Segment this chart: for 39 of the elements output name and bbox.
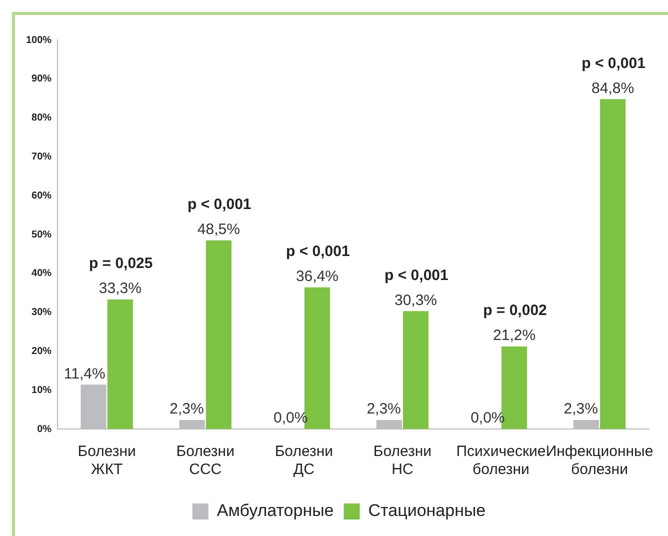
bar bbox=[600, 99, 626, 429]
x-tick-label: Болезни ССС bbox=[176, 443, 234, 478]
data-label: 36,4% bbox=[296, 268, 338, 286]
y-tick-label: 50% bbox=[32, 229, 52, 240]
bar bbox=[206, 240, 232, 429]
data-label: 2,3% bbox=[170, 400, 204, 418]
y-tick-label: 80% bbox=[32, 112, 52, 124]
legend-label: Стационарные bbox=[368, 501, 486, 520]
y-tick-label: 60% bbox=[32, 190, 52, 202]
data-label: 84,8% bbox=[592, 80, 634, 97]
x-tick-label: Болезни ЖКТ bbox=[78, 443, 136, 478]
data-label: 30,3% bbox=[394, 292, 438, 309]
x-tick-label: Болезни ДС bbox=[274, 443, 333, 478]
x-tick-label: Психические болезни bbox=[456, 443, 546, 478]
x-tick-label: Болезни НС bbox=[373, 443, 432, 478]
bar bbox=[402, 311, 429, 429]
data-label: 33,3% bbox=[98, 280, 142, 298]
data-label: 11,4% bbox=[64, 365, 106, 382]
x-tick-label: Инфекционные болезни bbox=[546, 443, 654, 478]
annotation: p < 0,001 bbox=[187, 196, 252, 213]
data-label: 48,5% bbox=[197, 220, 240, 238]
data-label: 21,2% bbox=[493, 327, 536, 344]
y-tick-label: 20% bbox=[32, 346, 52, 357]
annotation: p = 0,025 bbox=[88, 255, 153, 272]
y-tick-label: 100% bbox=[26, 34, 52, 46]
y-tick-label: 30% bbox=[32, 307, 52, 318]
annotation: p < 0,001 bbox=[286, 243, 350, 260]
y-tick-label: 90% bbox=[32, 74, 52, 85]
y-tick-label: 10% bbox=[32, 384, 52, 396]
annotation: p < 0,001 bbox=[582, 54, 646, 72]
bar bbox=[107, 299, 133, 429]
annotation: p = 0,002 bbox=[483, 302, 547, 320]
data-label: 2,3% bbox=[366, 400, 401, 418]
annotation: p < 0,001 bbox=[384, 266, 448, 284]
y-tick-label: 40% bbox=[32, 268, 52, 280]
legend-label: Амбулаторные bbox=[216, 501, 334, 520]
y-tick-label: 70% bbox=[32, 151, 52, 162]
y-tick-label: 0% bbox=[37, 424, 52, 435]
data-label: 2,3% bbox=[564, 400, 598, 418]
